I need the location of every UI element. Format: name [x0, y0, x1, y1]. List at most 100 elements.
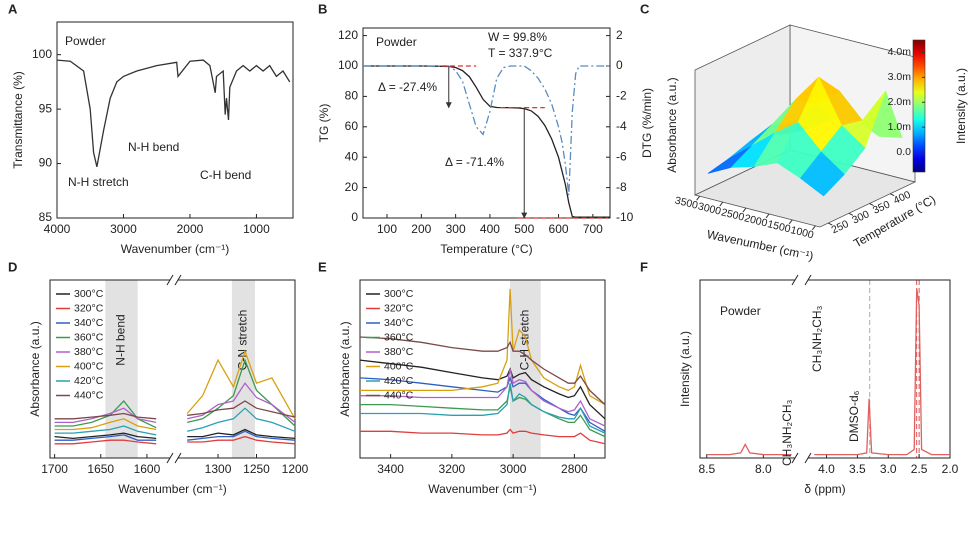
- legend-label: 440°C: [74, 389, 104, 401]
- x-tick: [811, 225, 816, 231]
- x-tick-label: 600: [549, 222, 569, 236]
- series-line: [54, 400, 296, 420]
- x-tick-label: 3000: [110, 222, 137, 236]
- x-tick-label: 1650: [87, 462, 114, 476]
- axis-break: [166, 452, 174, 464]
- series-line: [54, 430, 296, 441]
- x-tick-label: 3000: [500, 462, 527, 476]
- surface-cell: [800, 151, 845, 197]
- series-line: [360, 386, 606, 438]
- x-tick-label: 3400: [377, 462, 404, 476]
- x-tick-label: 3200: [439, 462, 466, 476]
- series-line: [363, 65, 610, 196]
- series-line: [360, 368, 606, 427]
- series-line: [54, 428, 296, 440]
- annotation: Powder: [376, 35, 417, 49]
- x-axis-label: Wavenumber (cm⁻¹): [428, 482, 537, 496]
- annotation: Powder: [720, 304, 761, 318]
- series-line: [360, 383, 606, 434]
- series-line: [359, 375, 606, 432]
- axis-frame: [359, 279, 606, 459]
- annotation: T = 337.9°C: [488, 46, 553, 60]
- legend-label: 400°C: [74, 360, 104, 372]
- series-line: [56, 59, 291, 167]
- legend-label: 340°C: [74, 317, 104, 329]
- colorbar-label: Intensity (a.u.): [954, 68, 968, 144]
- axis-break: [174, 274, 182, 286]
- annotation: Δ = -71.4%: [445, 155, 504, 169]
- colorbar-tick-label: 0.0: [896, 146, 911, 158]
- x-tick-label: 2500: [720, 206, 746, 223]
- x-tick-label: 3000: [697, 200, 723, 217]
- colorbar-tick-label: 2.0m: [888, 96, 912, 108]
- x-tick-label: 700: [583, 222, 603, 236]
- band-label: C-H stretch: [518, 310, 532, 371]
- panel-label: E: [318, 259, 327, 274]
- panel-label: A: [8, 1, 18, 16]
- axis-break: [791, 274, 799, 286]
- band-label: C-N stretch: [236, 310, 250, 371]
- series-line: [706, 288, 950, 456]
- x-tick-label: 1700: [41, 462, 68, 476]
- annotation: N-H stretch: [68, 175, 129, 189]
- x-tick: [765, 213, 770, 219]
- y-tick: [869, 203, 874, 206]
- y2-tick-label: -2: [616, 89, 627, 103]
- x-tick-label: 3.5: [849, 462, 866, 476]
- x-tick-label: 1200: [282, 462, 309, 476]
- x-tick-label: 8.5: [698, 462, 715, 476]
- legend-label: 360°C: [74, 331, 104, 343]
- legend-label: 320°C: [384, 302, 414, 314]
- axis-break: [804, 452, 812, 464]
- y2-tick-label: 2: [616, 28, 623, 42]
- x-tick: [696, 195, 701, 201]
- annotation: CH₃NH₂CH₃: [810, 305, 824, 372]
- y2-tick-label: -4: [616, 119, 627, 133]
- series-line: [359, 359, 606, 420]
- x-tick: [788, 219, 793, 225]
- y-tick-label: 90: [39, 156, 53, 170]
- x-axis-label: Wavenumber (cm⁻¹): [121, 242, 230, 256]
- annotation: CH₃NH₂CH₃: [780, 399, 794, 466]
- x-tick: [719, 201, 724, 207]
- y-tick: [889, 193, 895, 197]
- x-axis-label: Wavenumber (cm⁻¹): [118, 482, 227, 496]
- x-tick-label: 8.0: [755, 462, 772, 476]
- legend-label: 400°C: [384, 360, 414, 372]
- x-tick-label: 100: [377, 222, 397, 236]
- x-axis-label: δ (ppm): [804, 482, 845, 496]
- x-tick-label: 3500: [674, 195, 700, 212]
- y-tick-label: 0: [351, 210, 358, 224]
- x-tick-label: 3.0: [880, 462, 897, 476]
- annotation: C-H bend: [200, 168, 251, 182]
- y-tick-label: 120: [338, 28, 358, 42]
- axis-break: [174, 452, 182, 464]
- y-tick-label: 100: [32, 47, 52, 61]
- y-tick-label: 100: [338, 58, 358, 72]
- band-label: N-H bend: [114, 314, 128, 365]
- legend-label: 300°C: [384, 288, 414, 300]
- annotation: DMSO-d₆: [847, 390, 861, 442]
- band: [231, 280, 255, 458]
- y-tick-label: 85: [39, 210, 53, 224]
- panel-label: F: [640, 259, 648, 274]
- y-axis-label: Absorbance (a.u.): [338, 321, 352, 416]
- x-tick-label: 300: [446, 222, 466, 236]
- legend-label: 420°C: [74, 375, 104, 387]
- series-line: [54, 349, 296, 431]
- series-line: [54, 435, 296, 445]
- y2-tick-label: -10: [616, 210, 634, 224]
- y-tick-label: 80: [345, 89, 359, 103]
- legend-label: 380°C: [74, 346, 104, 358]
- panel-label: C: [640, 1, 650, 16]
- y-tick: [828, 222, 833, 226]
- colorbar: [912, 39, 926, 173]
- axis-break: [791, 452, 799, 464]
- x-tick-label: 1300: [205, 462, 232, 476]
- axis-frame: [699, 279, 951, 459]
- x-tick-label: 1000: [789, 224, 815, 241]
- x-tick-label: 400: [480, 222, 500, 236]
- legend-label: 320°C: [74, 302, 104, 314]
- annotation: Δ = -27.4%: [378, 80, 437, 94]
